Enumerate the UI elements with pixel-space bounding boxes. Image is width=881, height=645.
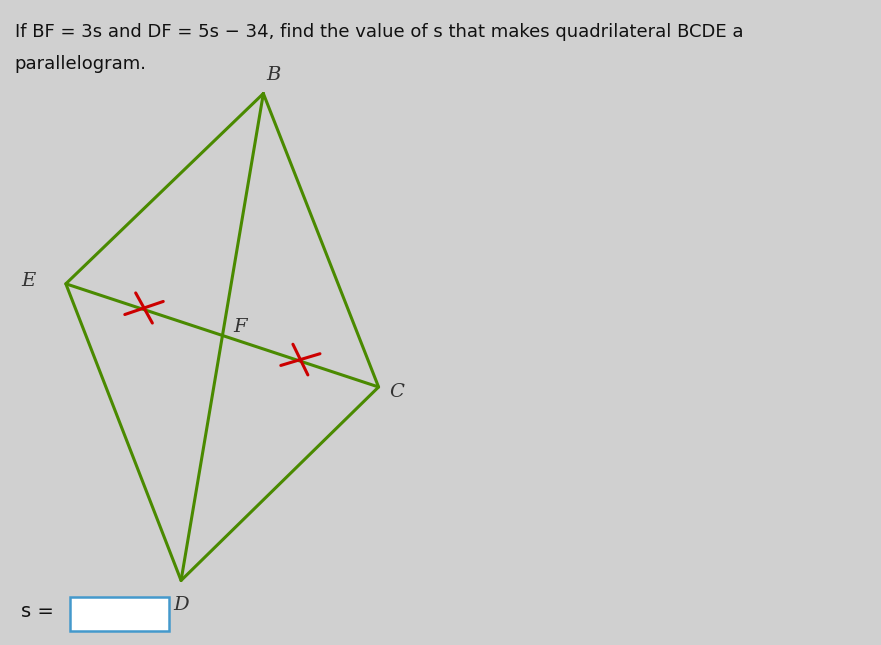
Text: F: F bbox=[233, 318, 247, 336]
Text: If BF = 3s and DF = 5s − 34, find the value of s that makes quadrilateral BCDE a: If BF = 3s and DF = 5s − 34, find the va… bbox=[15, 23, 744, 41]
Text: parallelogram.: parallelogram. bbox=[15, 55, 147, 73]
Text: B: B bbox=[266, 66, 280, 84]
Text: C: C bbox=[389, 383, 404, 401]
Text: s =: s = bbox=[20, 602, 54, 621]
FancyBboxPatch shape bbox=[70, 597, 169, 631]
Text: E: E bbox=[22, 272, 36, 290]
Text: D: D bbox=[174, 596, 189, 614]
